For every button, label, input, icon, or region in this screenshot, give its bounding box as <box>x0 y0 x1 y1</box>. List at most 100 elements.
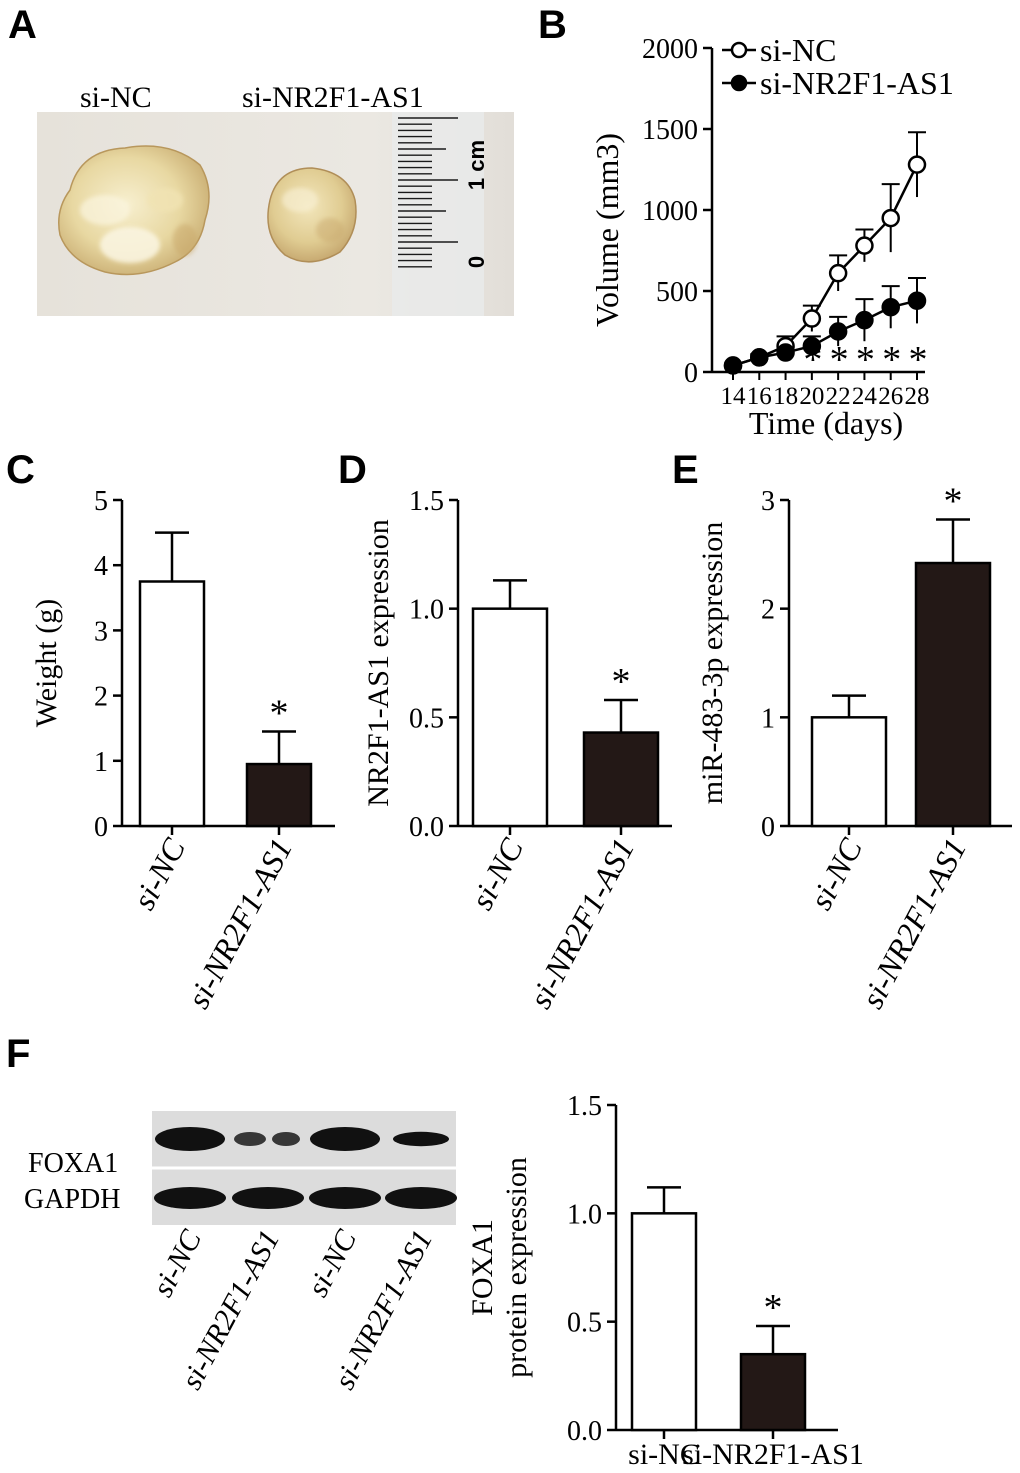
x-tick-label: si-NR2F1-AS1 <box>854 832 973 1014</box>
panel-letter-c: C <box>6 448 35 492</box>
tumor-si-nc <box>58 145 210 276</box>
legend-label: si-NR2F1-AS1 <box>760 65 954 101</box>
data-point-si-nc <box>828 263 848 283</box>
y-tick-label: 0 <box>94 812 108 843</box>
x-tick-label: si-NR2F1-AS1 <box>682 1438 864 1471</box>
blot-band-gapdh <box>309 1187 381 1209</box>
y-axis-label: Weight (g) <box>30 599 63 727</box>
chart-d: 0.0 0.5 1.0 1.5 NR2F1-AS1 expression si-NC * si… <box>362 486 672 1014</box>
chart-c: 0 1 2 3 4 5 Weight (g) si-NC * si-NR2F1-AS1 <box>30 486 335 1014</box>
significance-marker: * <box>856 339 875 381</box>
y-tick-label: 1.0 <box>567 1199 602 1230</box>
x-tick-label: 14 <box>721 383 747 410</box>
significance-marker: * <box>803 339 822 381</box>
y-tick-label: 2 <box>761 595 775 626</box>
significance-marker: * <box>612 661 631 703</box>
blot-band-foxa1 <box>234 1132 266 1146</box>
blot-lane-label: si-NC <box>301 1224 363 1302</box>
data-point-si-nc <box>855 236 874 255</box>
bar-si-nc <box>810 716 888 828</box>
y-tick-label: 0.5 <box>409 703 444 734</box>
x-tick-label: si-NC <box>628 1438 700 1471</box>
y-tick-label: 5 <box>94 486 108 517</box>
panel-letter-d: D <box>338 448 367 492</box>
x-tick-label: 26 <box>878 383 903 410</box>
y-tick-label: 1.5 <box>409 486 444 517</box>
x-tick-label: 22 <box>826 383 851 410</box>
significance-marker: * <box>944 481 963 523</box>
y-axis-label: Volume (mm3) <box>589 133 625 327</box>
blot-band-gapdh <box>154 1187 226 1209</box>
blot-band-foxa1 <box>272 1132 300 1146</box>
data-point-si-nr2f1-as1 <box>855 310 874 330</box>
y-tick-label: 1 <box>761 703 775 734</box>
y-tick-label: 1 <box>94 747 108 778</box>
y-tick-label: 1000 <box>642 196 698 227</box>
y-tick-label: 1.5 <box>567 1091 602 1122</box>
x-tick-label: 20 <box>799 383 824 410</box>
y-tick-label: 3 <box>94 616 108 647</box>
y-tick-label: 0.5 <box>567 1308 602 1339</box>
y-axis-label: miR-483-3p expression <box>696 522 729 804</box>
x-tick-label: 28 <box>905 383 930 410</box>
significance-marker: * <box>909 339 928 381</box>
panel-letter-f: F <box>6 1032 30 1076</box>
y-tick-label: 500 <box>656 277 698 308</box>
y-tick-label: 0.0 <box>567 1416 602 1447</box>
blot-lane-label: si-NC <box>146 1224 208 1302</box>
ruler-label-0: 0 <box>464 256 489 268</box>
legend-marker <box>730 41 748 59</box>
y-tick-label: 2 <box>94 682 108 713</box>
x-tick-label: 18 <box>773 383 798 410</box>
tumor-si-nr2f1-as1 <box>267 167 357 263</box>
photo-label-si-nc: si-NC <box>80 81 152 114</box>
data-point-si-nr2f1-as1 <box>802 336 822 356</box>
bar-si-nc <box>471 607 549 828</box>
data-point-si-nc <box>907 155 927 174</box>
y-tick-label: 4 <box>94 551 108 582</box>
y-axis-label: protein expression <box>500 1157 533 1378</box>
x-tick-label: si-NC <box>125 832 192 915</box>
y-tick-label: 1.0 <box>409 595 444 626</box>
x-tick-label: si-NC <box>802 832 869 915</box>
y-tick-label: 2000 <box>642 34 698 65</box>
photo-label-si-nr2f1-as1: si-NR2F1-AS1 <box>242 81 424 114</box>
data-point-si-nr2f1-as1 <box>881 297 900 317</box>
y-axis-label: FOXA1 <box>466 1219 499 1316</box>
x-axis-label: Time (days) <box>749 405 903 441</box>
y-tick-label: 0.0 <box>409 812 444 843</box>
y-tick-label: 0 <box>761 812 775 843</box>
series-line-si-nc <box>732 164 919 367</box>
panel-letter-a: A <box>8 3 37 47</box>
data-point-si-nr2f1-as1 <box>723 356 743 375</box>
bar-si-nr2f1-as1 <box>914 561 992 828</box>
bar-si-nc <box>138 580 206 828</box>
tumor-photo: si-NC si-NR2F1-AS1 1 cm 0 <box>37 81 514 316</box>
bar-si-nr2f1-as1 <box>582 731 660 828</box>
blot-band-foxa1 <box>393 1131 449 1147</box>
ruler: 1 cm 0 <box>392 112 489 316</box>
significance-marker: * <box>882 339 901 381</box>
x-tick-label: 24 <box>852 383 878 410</box>
significance-marker: * <box>830 339 849 381</box>
significance-marker: * <box>270 692 289 734</box>
blot-band-foxa1 <box>155 1127 225 1151</box>
panel-letter-e: E <box>672 448 699 492</box>
x-tick-label: 16 <box>747 383 772 410</box>
bar-si-nr2f1-as1 <box>245 762 313 828</box>
y-tick-label: 0 <box>684 358 698 389</box>
significance-marker: * <box>764 1287 783 1329</box>
bar-si-nr2f1-as1 <box>739 1352 807 1432</box>
blot-band-gapdh <box>385 1187 457 1209</box>
chart-f: 0.0 0.5 1.0 1.5 FOXA1 protein expression si-NC… <box>466 1091 864 1471</box>
legend-label: si-NC <box>760 32 836 68</box>
chart-e: 0 1 2 3 miR-483-3p expression si-NC * si-NR2F1-… <box>696 481 1012 1014</box>
legend-marker <box>730 74 748 92</box>
blot-row-label-foxa1: FOXA1 <box>28 1148 118 1179</box>
x-tick-label: si-NR2F1-AS1 <box>180 832 299 1014</box>
